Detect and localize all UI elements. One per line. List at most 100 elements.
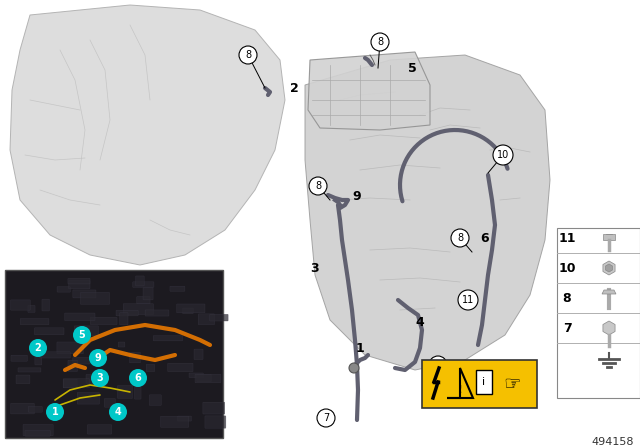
- FancyBboxPatch shape: [195, 374, 221, 383]
- Polygon shape: [308, 52, 430, 130]
- Circle shape: [129, 369, 147, 387]
- FancyBboxPatch shape: [23, 424, 53, 436]
- FancyBboxPatch shape: [182, 308, 193, 314]
- FancyBboxPatch shape: [81, 293, 109, 304]
- Text: 4: 4: [415, 315, 424, 328]
- FancyBboxPatch shape: [137, 297, 150, 304]
- FancyBboxPatch shape: [143, 288, 153, 300]
- FancyBboxPatch shape: [168, 363, 193, 372]
- FancyBboxPatch shape: [57, 342, 83, 354]
- Polygon shape: [603, 321, 615, 335]
- Text: 9: 9: [352, 190, 360, 203]
- Text: 7: 7: [563, 322, 572, 335]
- FancyBboxPatch shape: [118, 342, 125, 347]
- FancyBboxPatch shape: [170, 286, 185, 291]
- Text: 10: 10: [497, 150, 509, 160]
- FancyBboxPatch shape: [74, 326, 99, 336]
- Circle shape: [109, 403, 127, 421]
- FancyBboxPatch shape: [124, 304, 154, 314]
- Circle shape: [29, 339, 47, 357]
- Text: 4: 4: [115, 407, 122, 417]
- Text: 11: 11: [462, 295, 474, 305]
- FancyBboxPatch shape: [203, 402, 225, 414]
- FancyBboxPatch shape: [198, 314, 214, 325]
- Circle shape: [493, 145, 513, 165]
- FancyBboxPatch shape: [88, 425, 112, 434]
- FancyBboxPatch shape: [10, 300, 30, 310]
- Circle shape: [91, 369, 109, 387]
- FancyBboxPatch shape: [35, 353, 42, 365]
- Text: 11: 11: [558, 232, 576, 245]
- FancyBboxPatch shape: [73, 358, 90, 364]
- Circle shape: [89, 349, 107, 367]
- FancyBboxPatch shape: [73, 290, 96, 298]
- Text: 9: 9: [95, 353, 101, 363]
- FancyBboxPatch shape: [557, 228, 640, 398]
- FancyBboxPatch shape: [68, 360, 77, 371]
- FancyBboxPatch shape: [40, 352, 70, 358]
- Text: 5: 5: [408, 61, 417, 74]
- FancyBboxPatch shape: [63, 379, 90, 388]
- FancyBboxPatch shape: [177, 416, 191, 421]
- FancyBboxPatch shape: [104, 399, 115, 407]
- Circle shape: [371, 33, 389, 51]
- Text: 8: 8: [377, 37, 383, 47]
- Circle shape: [349, 363, 359, 373]
- Text: 10: 10: [558, 262, 576, 275]
- FancyBboxPatch shape: [153, 336, 182, 341]
- FancyBboxPatch shape: [16, 375, 30, 383]
- FancyBboxPatch shape: [5, 270, 223, 438]
- Polygon shape: [603, 261, 615, 275]
- FancyBboxPatch shape: [18, 368, 41, 372]
- FancyBboxPatch shape: [205, 416, 226, 428]
- Circle shape: [239, 46, 257, 64]
- Polygon shape: [447, 368, 473, 398]
- FancyBboxPatch shape: [116, 310, 138, 316]
- FancyBboxPatch shape: [189, 373, 204, 378]
- FancyBboxPatch shape: [86, 375, 108, 383]
- FancyBboxPatch shape: [134, 386, 141, 399]
- FancyBboxPatch shape: [68, 280, 90, 289]
- FancyBboxPatch shape: [161, 416, 189, 427]
- FancyBboxPatch shape: [25, 431, 51, 436]
- Polygon shape: [605, 264, 612, 272]
- FancyBboxPatch shape: [77, 392, 99, 404]
- Text: 8: 8: [563, 292, 572, 305]
- FancyBboxPatch shape: [210, 314, 228, 321]
- FancyBboxPatch shape: [422, 360, 537, 408]
- Text: 5: 5: [79, 330, 85, 340]
- Text: 1: 1: [52, 407, 58, 417]
- FancyBboxPatch shape: [68, 278, 90, 284]
- FancyBboxPatch shape: [63, 379, 77, 388]
- Text: 3: 3: [97, 373, 104, 383]
- Circle shape: [429, 356, 447, 374]
- Text: 7: 7: [323, 413, 329, 423]
- Circle shape: [46, 403, 64, 421]
- Circle shape: [73, 326, 91, 344]
- FancyBboxPatch shape: [42, 299, 49, 311]
- FancyBboxPatch shape: [149, 395, 161, 405]
- Text: 494158: 494158: [592, 437, 634, 447]
- Circle shape: [309, 177, 327, 195]
- FancyBboxPatch shape: [129, 352, 140, 363]
- Circle shape: [317, 409, 335, 427]
- Text: 8: 8: [315, 181, 321, 191]
- Text: 8: 8: [435, 360, 441, 370]
- Text: 6: 6: [134, 373, 141, 383]
- FancyBboxPatch shape: [145, 310, 169, 316]
- Circle shape: [458, 290, 478, 310]
- FancyBboxPatch shape: [147, 364, 155, 371]
- FancyBboxPatch shape: [136, 276, 144, 286]
- Circle shape: [451, 229, 469, 247]
- FancyBboxPatch shape: [90, 317, 117, 325]
- FancyBboxPatch shape: [177, 304, 205, 313]
- FancyBboxPatch shape: [28, 306, 35, 312]
- Polygon shape: [10, 5, 285, 265]
- Text: i: i: [483, 377, 486, 387]
- Polygon shape: [603, 234, 615, 240]
- Text: 3: 3: [310, 262, 319, 275]
- Text: 8: 8: [457, 233, 463, 243]
- FancyBboxPatch shape: [65, 313, 95, 321]
- Text: 1: 1: [356, 341, 365, 354]
- FancyBboxPatch shape: [20, 319, 49, 325]
